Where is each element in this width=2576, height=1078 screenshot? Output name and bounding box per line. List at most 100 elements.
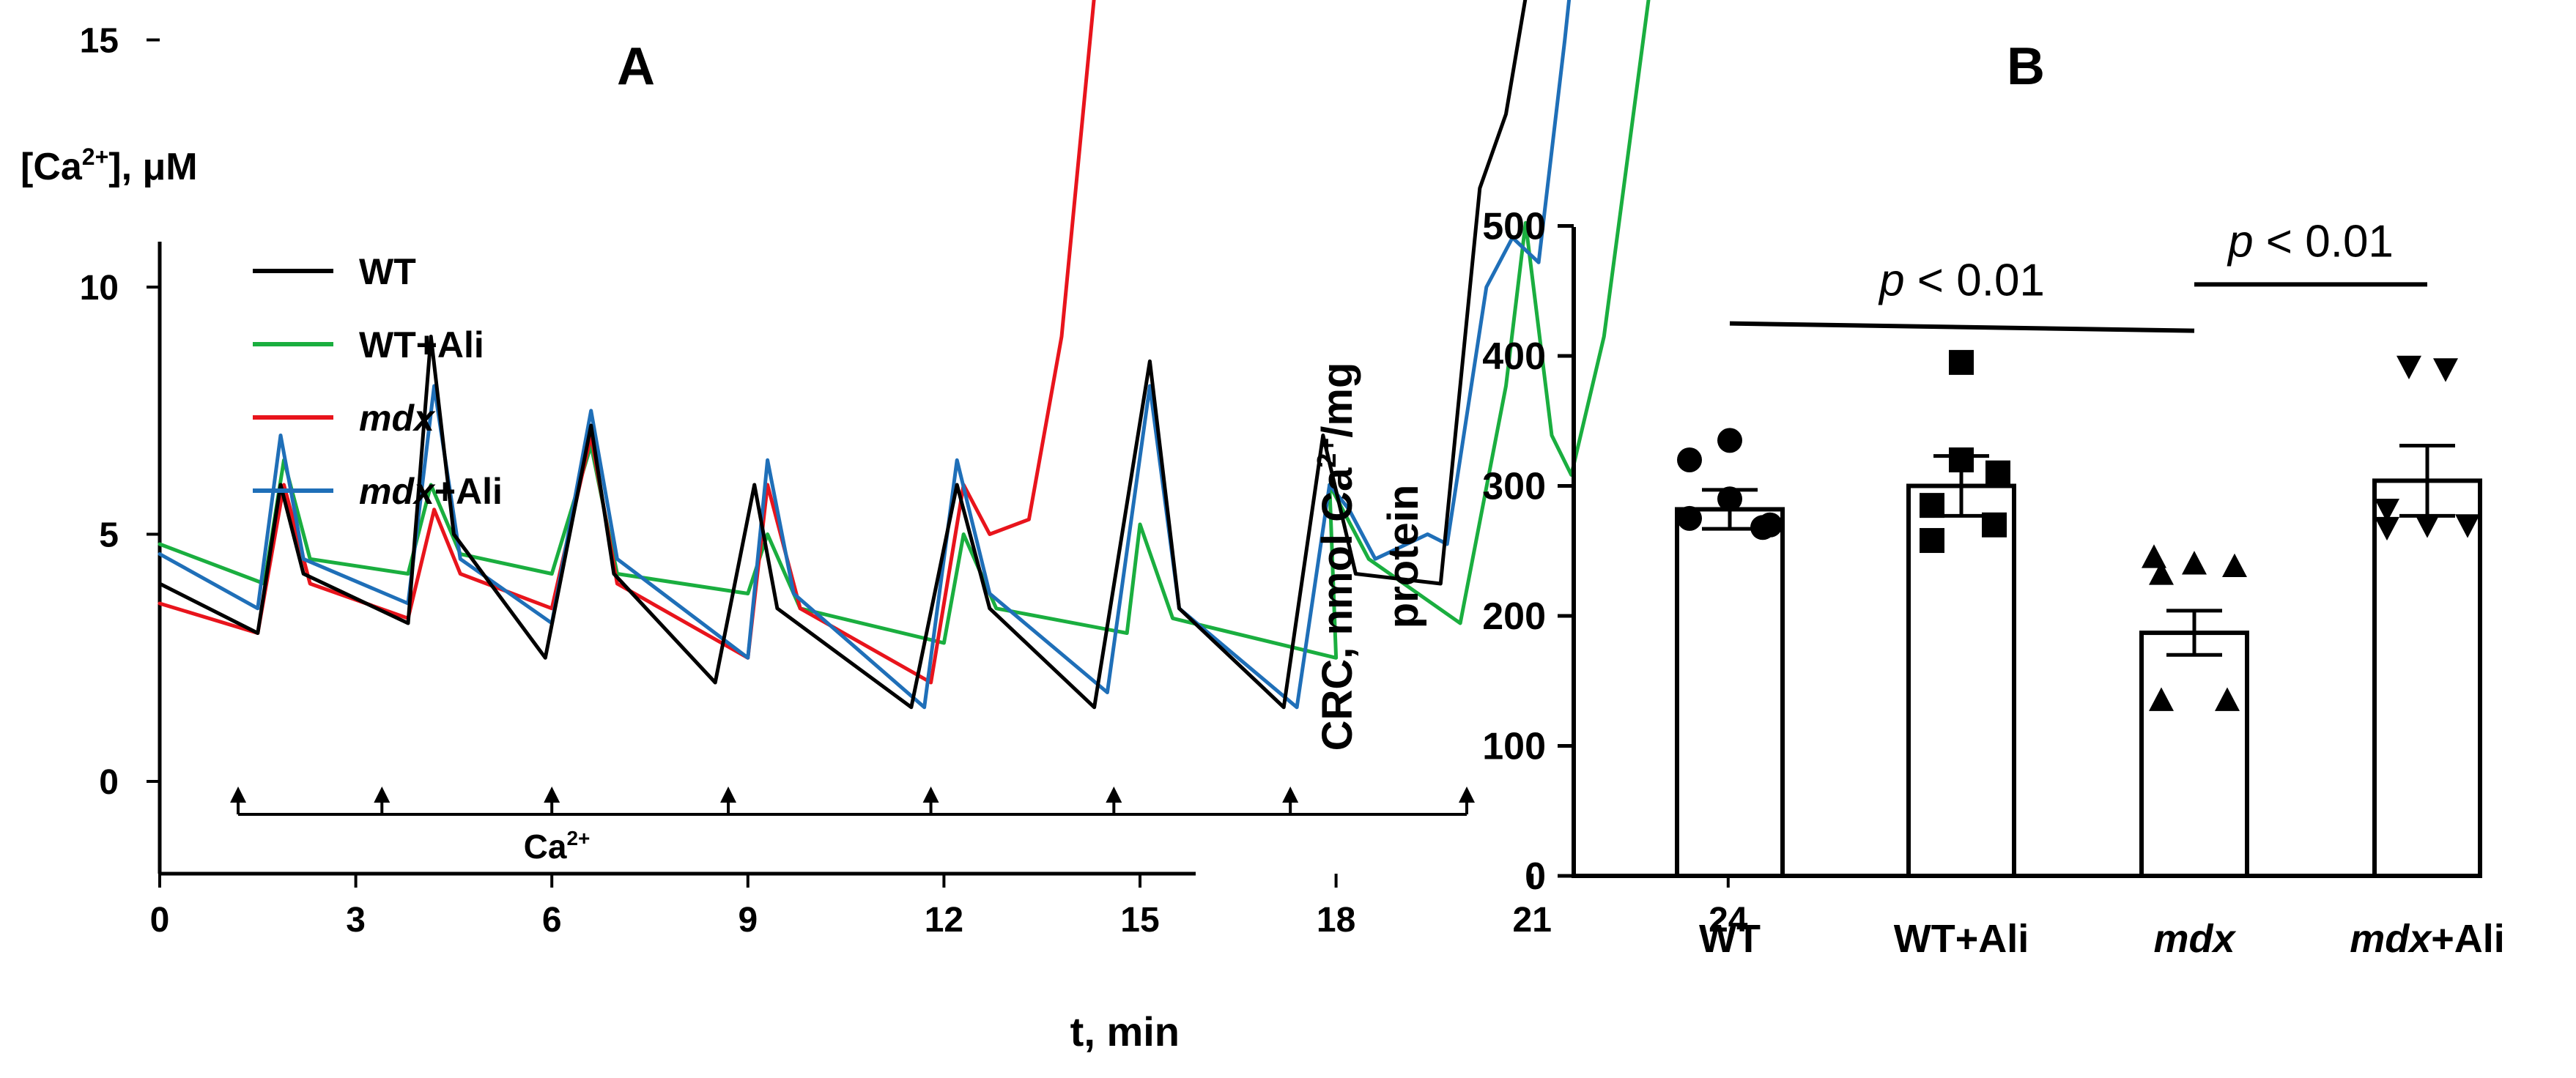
panel-b-significance: p < 0.01p < 0.01 xyxy=(1729,216,2427,333)
x-tick-label: 12 xyxy=(925,901,963,940)
y-tick-label: 10 xyxy=(80,269,119,308)
data-point-triangle-down xyxy=(2455,514,2480,538)
significance-p: p xyxy=(1878,256,1904,306)
data-point-square xyxy=(1985,460,2010,486)
ca-addition-arrow-head xyxy=(1459,787,1475,803)
data-point-triangle-down xyxy=(2375,499,2399,523)
significance-bar xyxy=(1729,321,2195,333)
category-name: WT xyxy=(1699,917,1761,961)
ca-label-main: Ca xyxy=(524,828,567,866)
data-point-triangle-up xyxy=(2182,551,2207,575)
ca-label-sup: 2+ xyxy=(566,827,590,850)
ca-addition-arrow-head xyxy=(544,787,560,803)
panel-a-xlabel: t, min xyxy=(1070,1008,1180,1055)
legend-label: mdx xyxy=(359,398,436,439)
bar xyxy=(2139,631,2249,878)
panel-b-ylabel: CRC, nmol Ca2+/mg protein xyxy=(1311,363,1427,751)
series-line-wt xyxy=(158,0,1528,710)
x-tick-label: 0 xyxy=(150,901,170,940)
panel-b-letter: B xyxy=(2007,37,2045,96)
ca-addition-arrow-head xyxy=(374,787,391,803)
category-label: WT+Ali xyxy=(1894,917,2029,961)
data-point-square xyxy=(1920,493,1944,518)
y-tick-label: 200 xyxy=(1482,595,1546,638)
bar xyxy=(1675,507,1785,878)
panel-b-ylabel-line1: CRC, nmol Ca2+/mg xyxy=(1311,363,1361,751)
panel-a-y-ticks: 051015202530 xyxy=(80,22,160,802)
y-tick-label: 15 xyxy=(80,22,119,61)
category-label: mdx xyxy=(2153,917,2236,961)
y-tick-label: 100 xyxy=(1482,726,1546,768)
panel-a-ylabel-main: [Ca xyxy=(21,146,83,188)
data-point-triangle-up xyxy=(2142,544,2166,568)
ca-addition-arrow-head xyxy=(1282,787,1299,803)
panel-a-ca-additions: Ca2+ xyxy=(230,787,1475,866)
legend-label: WT xyxy=(359,251,416,292)
y-tick-label: 400 xyxy=(1482,335,1546,378)
ca-addition-arrow-head xyxy=(720,787,737,803)
category-label: mdx+Ali xyxy=(2350,917,2505,961)
y-tick-label: 300 xyxy=(1482,466,1546,508)
legend-label: WT+Ali xyxy=(359,324,484,365)
data-point-circle xyxy=(1717,486,1742,512)
ylabel-sup: 2+ xyxy=(1311,438,1341,468)
panel-b: B CRC, nmol Ca2+/mg protein 0 100 200 300 400… xyxy=(1311,37,2505,961)
x-tick-label: 15 xyxy=(1120,901,1159,940)
category-label: WT xyxy=(1699,917,1761,961)
bar xyxy=(2372,478,2482,878)
legend-label-name: WT xyxy=(359,251,416,292)
data-point-triangle-up xyxy=(2215,687,2240,711)
panel-a-ylabel-sup: 2+ xyxy=(82,144,108,170)
significance-threshold: < 0.01 xyxy=(1905,256,2045,306)
panel-a-series xyxy=(158,0,1651,710)
category-name: mdx xyxy=(2350,917,2432,961)
data-point-circle xyxy=(1677,447,1702,472)
data-point-circle xyxy=(1758,512,1783,538)
y-tick-label: 0 xyxy=(1525,855,1546,898)
data-point-triangle-up xyxy=(2149,561,2174,585)
legend-label-name: mdx xyxy=(359,471,436,512)
panel-a-letter: A xyxy=(617,37,655,96)
data-point-triangle-down xyxy=(2375,516,2399,541)
y-tick-label: 500 xyxy=(1482,206,1546,248)
legend-label-name: WT+Ali xyxy=(359,324,484,365)
data-point-triangle-up xyxy=(2149,687,2174,711)
data-point-triangle-up xyxy=(2222,553,2247,577)
panel-b-points xyxy=(1677,349,2480,711)
panel-b-y-ticks: 0 100 200 300 400 500 xyxy=(1482,206,1574,898)
x-tick-label: 21 xyxy=(1513,901,1552,940)
series-line-mdx xyxy=(158,0,1096,685)
category-suffix: +Ali xyxy=(2431,917,2505,961)
panel-b-bars xyxy=(1675,443,2482,878)
data-point-square xyxy=(1949,349,1974,375)
x-tick-label: 6 xyxy=(542,901,562,940)
legend-label: mdx+Ali xyxy=(359,471,503,512)
y-tick-label: 5 xyxy=(99,516,119,555)
category-name: mdx xyxy=(2153,917,2236,961)
data-point-triangle-down xyxy=(2397,355,2421,380)
data-point-square xyxy=(1982,512,2007,538)
ylabel-part: /mg xyxy=(1314,363,1361,438)
ca-addition-arrow-head xyxy=(922,787,939,803)
data-point-square xyxy=(1949,447,1974,472)
data-point-circle xyxy=(1677,505,1702,531)
data-point-square xyxy=(1920,528,1944,554)
x-tick-label: 3 xyxy=(346,901,366,940)
panel-a-ylabel-unit: ], μM xyxy=(108,146,197,188)
category-name: WT+Ali xyxy=(1894,917,2029,961)
ca-addition-label: Ca2+ xyxy=(524,827,591,866)
series-line-wt-ali xyxy=(158,0,1651,660)
bar xyxy=(1906,483,2016,878)
x-tick-label: 18 xyxy=(1317,901,1355,940)
data-point-circle xyxy=(1717,428,1742,453)
ylabel-part: CRC, nmol Ca xyxy=(1314,467,1361,751)
ca-addition-arrow-head xyxy=(1106,787,1122,803)
significance-threshold: < 0.01 xyxy=(2254,216,2394,267)
significance-label: p < 0.01 xyxy=(2227,216,2394,267)
x-tick-label: 9 xyxy=(738,901,758,940)
ca-addition-arrow-head xyxy=(230,787,247,803)
panel-a-x-ticks: 0 3 6 9 12 15 18 21 24 xyxy=(150,874,1748,940)
legend-label-name: mdx xyxy=(359,398,436,439)
x-tick-label: 24 xyxy=(1709,901,1748,940)
